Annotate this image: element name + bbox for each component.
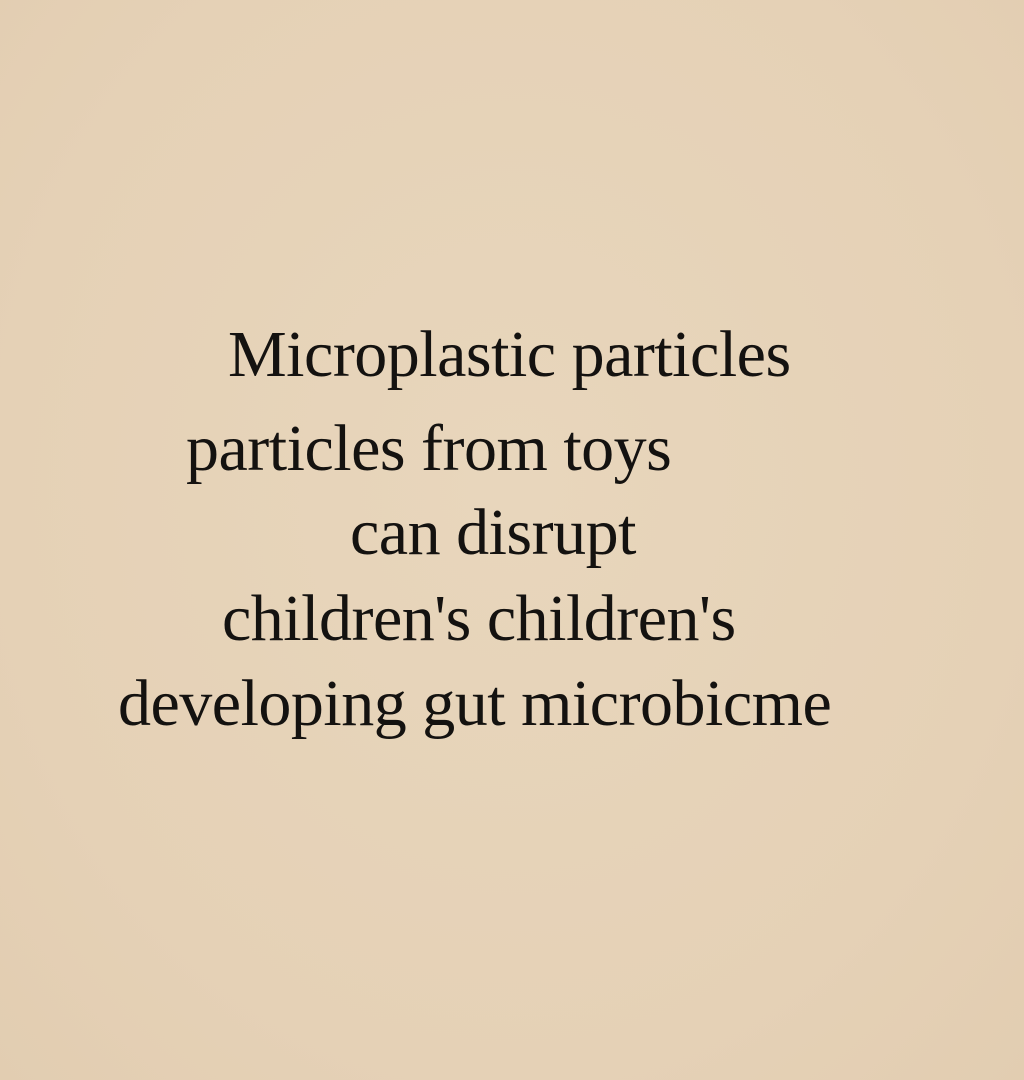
- text-line-5: developing gut microbicme: [118, 667, 832, 740]
- text-line-3: can disrupt: [350, 496, 636, 569]
- text-line-1: Microplastic particles: [228, 318, 791, 391]
- text-line-4: children's children's: [222, 582, 736, 655]
- text-line-2: particles from toys: [186, 412, 672, 485]
